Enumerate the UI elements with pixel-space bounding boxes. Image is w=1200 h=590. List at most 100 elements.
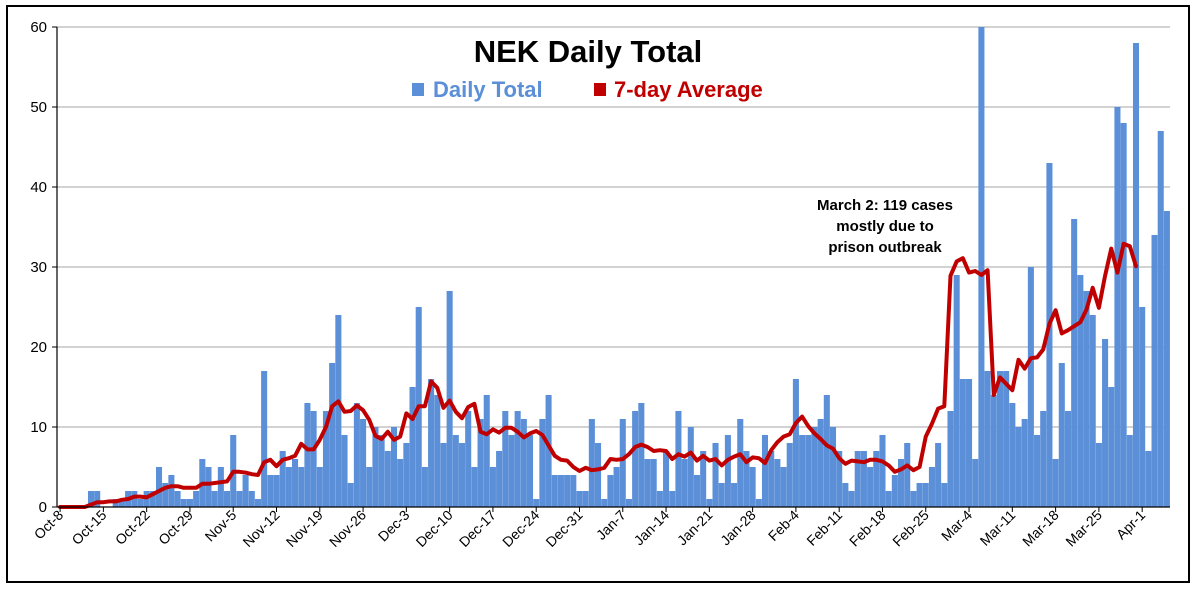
daily-total-bar <box>545 395 552 507</box>
seven-day-average-line <box>58 241 1138 509</box>
daily-total-bar <box>1046 163 1053 507</box>
daily-total-bar <box>1095 443 1102 507</box>
daily-total-bar <box>656 491 663 507</box>
daily-total-bar <box>743 451 750 507</box>
daily-total-bar <box>681 459 688 507</box>
daily-total-bar <box>526 435 534 507</box>
axes <box>56 27 1170 512</box>
daily-total-bar <box>372 427 379 507</box>
daily-total-bar <box>842 483 849 507</box>
daily-total-bar <box>724 435 731 507</box>
daily-total-bar <box>1120 123 1127 507</box>
daily-total-bar <box>341 435 348 507</box>
daily-total-bar <box>1003 371 1010 507</box>
y-tick-label: 50 <box>30 99 47 116</box>
daily-total-bar <box>539 419 546 507</box>
chart-frame <box>6 5 1190 583</box>
daily-total-bar <box>638 403 645 507</box>
daily-total-bar <box>792 379 799 507</box>
daily-total-bar <box>409 387 416 507</box>
daily-total-bar <box>1021 419 1028 507</box>
seven-day-average-line-layer <box>58 241 1138 509</box>
daily-total-bar <box>397 459 404 507</box>
x-tick-label: Dec-24 <box>499 507 542 550</box>
daily-total-bar <box>137 499 144 507</box>
x-tick-label: Feb-18 <box>846 507 889 550</box>
daily-total-bar <box>959 379 966 507</box>
daily-total-bar <box>780 467 787 507</box>
x-tick-label: Jan-21 <box>674 507 716 549</box>
daily-total-bar <box>972 459 979 507</box>
daily-total-bar <box>990 395 997 507</box>
y-tick-label: 20 <box>30 339 47 356</box>
x-tick-label: Feb-25 <box>889 507 932 550</box>
daily-total-bar <box>922 483 929 507</box>
daily-total-bar <box>162 483 169 507</box>
daily-total-bar <box>966 379 973 507</box>
daily-total-bar <box>867 467 874 507</box>
daily-total-bar <box>335 315 342 507</box>
daily-total-bar <box>483 395 490 507</box>
daily-total-bar <box>285 467 292 507</box>
annotation-line-3: prison outbreak <box>828 239 942 256</box>
daily-total-bar <box>242 475 249 507</box>
daily-total-bar <box>1145 451 1152 507</box>
daily-total-bar <box>854 451 861 507</box>
daily-total-bar <box>836 451 843 507</box>
daily-total-bar <box>632 411 639 507</box>
daily-total-bar <box>329 363 336 507</box>
daily-total-bar <box>428 379 435 507</box>
gridlines <box>52 26 1170 508</box>
daily-total-bar <box>1015 427 1022 507</box>
x-tick-label: Dec-3 <box>375 507 413 545</box>
daily-total-bar <box>310 411 317 507</box>
daily-total-bar <box>316 467 323 507</box>
daily-total-bar <box>440 443 447 507</box>
daily-total-bar <box>564 475 571 507</box>
daily-total-bar <box>916 483 923 507</box>
legend-label-daily-total: Daily Total <box>433 77 543 102</box>
daily-total-bar <box>768 451 775 507</box>
x-tick-label: Oct-22 <box>112 507 153 548</box>
y-tick-label: 40 <box>30 179 47 196</box>
daily-total-bar <box>1139 307 1146 507</box>
daily-total-bar <box>1009 403 1016 507</box>
daily-total-bar <box>941 483 948 507</box>
daily-total-bar <box>273 475 280 507</box>
daily-total-bar <box>1064 411 1072 507</box>
daily-total-bar <box>570 475 577 507</box>
daily-total-bar <box>211 491 218 507</box>
daily-total-bar <box>168 475 175 507</box>
daily-total-bar <box>947 411 954 507</box>
daily-total-bar <box>94 491 101 507</box>
daily-total-bar <box>155 467 163 507</box>
daily-total-bar <box>186 499 193 507</box>
daily-total-bar <box>347 483 354 507</box>
daily-total-bar <box>823 395 830 507</box>
x-tick-label: Mar-11 <box>977 507 1019 549</box>
daily-total-bar <box>520 419 527 507</box>
y-tick-labels: 0 10 20 30 40 50 60 <box>30 19 47 516</box>
daily-total-bar <box>904 443 911 507</box>
x-tick-label: Feb-11 <box>803 507 845 549</box>
daily-total-bar <box>471 467 478 507</box>
daily-total-bar <box>261 371 268 507</box>
daily-total-bar <box>496 451 503 507</box>
annotation: March 2: 119 cases mostly due to prison … <box>817 197 953 256</box>
daily-total-bar <box>458 443 466 507</box>
annotation-line-2: mostly due to <box>836 218 934 235</box>
daily-total-bar <box>650 459 657 507</box>
x-tick-label: Nov-19 <box>283 507 326 550</box>
daily-total-bar <box>1083 291 1090 507</box>
daily-total-bar <box>595 443 602 507</box>
x-tick-label: Mar-25 <box>1062 507 1105 550</box>
daily-total-bar <box>118 499 125 507</box>
y-tick-label: 60 <box>30 19 47 36</box>
daily-total-bar <box>403 443 410 507</box>
x-tick-label: Dec-17 <box>456 507 499 550</box>
daily-total-bar <box>811 427 818 507</box>
daily-total-bar <box>465 411 472 507</box>
daily-total-bar <box>254 499 261 507</box>
daily-total-bar <box>984 371 991 507</box>
daily-total-bar <box>601 499 608 507</box>
